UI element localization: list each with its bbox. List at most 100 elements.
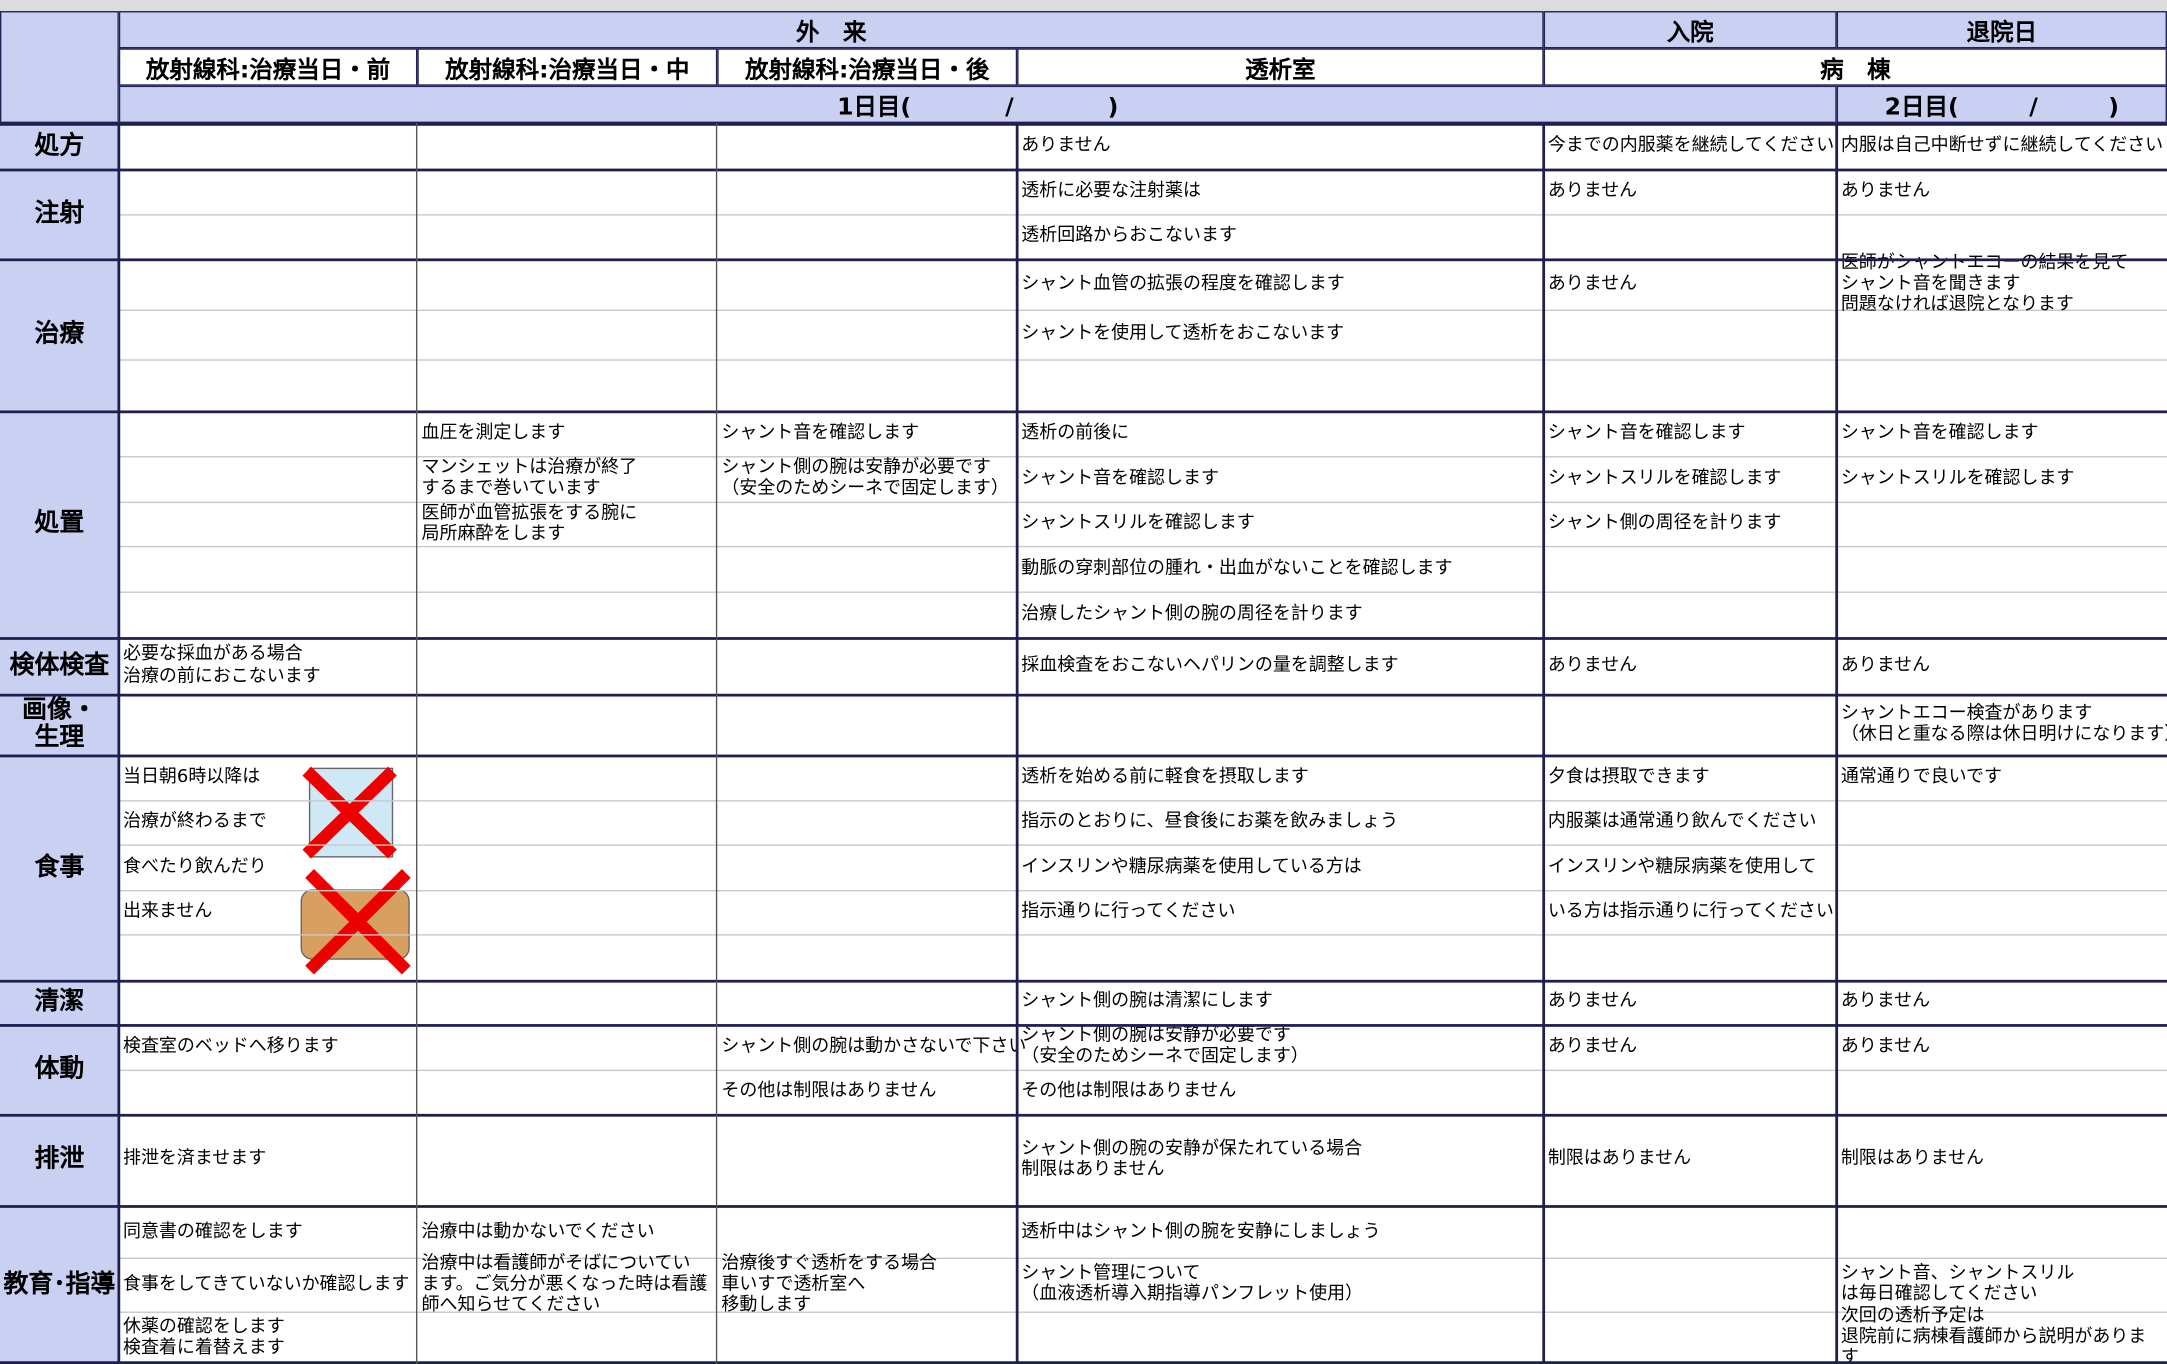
grid-line	[118, 359, 2167, 362]
cell-text: 排泄を済ませます	[122, 1148, 267, 1170]
cell-text: 指示通りに行ってください	[1021, 901, 1236, 923]
cell-text: シャント側の周径を計ります	[1547, 513, 1782, 534]
row-label: 排泄	[0, 1113, 119, 1206]
header-cell: 病 棟	[1543, 48, 2167, 86]
cell-text: 治療中は看護師がそばについてい ます。ご気分が悪くなった時は看護 師へ知らせてく…	[421, 1253, 708, 1316]
cell-text: シャント側の腕は安静が必要です （安全のためシーネで固定します）	[1021, 1025, 1309, 1068]
cell-text: インスリンや糖尿病薬を使用している方は	[1021, 856, 1362, 878]
cell-text: 夕食は摂取できます	[1547, 766, 1710, 788]
row-label: 処方	[0, 122, 119, 169]
cell-text: ありません	[1840, 1036, 1931, 1057]
cell-text: シャントスリルを確認します	[1021, 513, 1255, 534]
no-food-marks	[300, 766, 411, 975]
grid-line	[118, 455, 2167, 458]
header-cell: 外 来	[118, 11, 1544, 49]
cell-text: 治療が終わるまで	[122, 811, 267, 833]
cell-text: 同意書の確認をします	[122, 1221, 303, 1242]
cell-text: ありません	[1547, 180, 1638, 202]
cell-text: 治療後すぐ透析をする場合 車いすで透析室へ 移動します	[721, 1253, 938, 1316]
cell-text: 透析に必要な注射薬は	[1021, 180, 1201, 202]
column-border	[715, 122, 718, 1364]
cell-text: 制限はありません	[1840, 1148, 1985, 1170]
cell-text: インスリンや糖尿病薬を使用して	[1547, 856, 1817, 878]
cell-text: 治療中は動かないでください	[421, 1221, 655, 1242]
grid-line	[118, 844, 2167, 847]
row-label: 清潔	[0, 979, 119, 1025]
cross	[305, 869, 411, 975]
cell-text: 血圧を測定します	[421, 422, 566, 444]
cell-text: 次回の透析予定は 退院前に病棟看護師から説明がありま す	[1840, 1306, 2147, 1364]
column-border	[1542, 122, 1546, 1364]
cell-text: シャント音を確認します	[1547, 422, 1746, 444]
cell-text: シャントスリルを確認します	[1840, 467, 2075, 489]
grid-line	[118, 213, 2167, 215]
cell-text: 透析の前後に	[1021, 422, 1130, 444]
row-label: 注射	[0, 168, 119, 259]
cell-text: 当日朝6時以降は	[122, 766, 261, 788]
row-border	[0, 979, 2167, 983]
row-border	[0, 754, 2167, 758]
cell-text: 必要な採血がある場合 治療の前におこないます	[122, 644, 321, 687]
cell-text: 休薬の確認をします 検査着に着替えます	[122, 1316, 285, 1359]
row-border	[0, 1113, 2167, 1117]
cell-text: 指示のとおりに、昼食後にお薬を飲みましょう	[1021, 811, 1399, 833]
cell-text: シャント側の腕は動かさないで下さい	[721, 1036, 1027, 1057]
cell-text: マンシェットは治療が終了 するまで巻いています	[421, 457, 638, 500]
cell-text: 内服薬は通常通り飲んでください	[1547, 811, 1817, 833]
cell-text: 透析を始める前に軽食を摂取します	[1021, 766, 1309, 788]
row-label: 教育･指導	[0, 1205, 119, 1364]
grid-line	[118, 546, 2167, 548]
cell-text: 採血検査をおこないヘパリンの量を調整します	[1021, 654, 1399, 676]
cell-text: その他は制限はありません	[721, 1080, 937, 1102]
row-label: 画像・ 生理	[0, 693, 119, 755]
row-border	[0, 693, 2167, 697]
column-border	[1015, 122, 1019, 1364]
row-label: 食事	[0, 754, 119, 980]
grid-line	[118, 591, 2167, 594]
cell-text: シャント音を確認します	[721, 422, 920, 444]
header-cell: 1日目( / )	[118, 85, 1837, 123]
row-border	[0, 258, 2167, 262]
cell-text: 食べたり飲んだり	[122, 856, 267, 878]
cell-text: ありません	[1840, 991, 1931, 1013]
row-label: 体動	[0, 1024, 119, 1114]
cell-text: 今までの内服薬を継続してください	[1547, 135, 1835, 157]
row-border	[0, 168, 2167, 172]
cell-text: 制限はありません	[1547, 1148, 1692, 1170]
header-cell: 退院日	[1836, 11, 2167, 49]
column-border	[415, 122, 418, 1364]
row-border	[0, 1361, 2167, 1364]
row-label: 検体検査	[0, 637, 119, 694]
corner-cell	[0, 11, 119, 123]
cell-text: 内服は自己中断せずに継続してください	[1840, 135, 2164, 157]
cell-text: ありません	[1547, 991, 1638, 1013]
row-label: 処置	[0, 410, 119, 638]
cell-text: シャント側の腕の安静が保たれている場合 制限はありません	[1021, 1138, 1363, 1181]
row-border	[0, 122, 2167, 126]
cell-text: 透析回路からおこないます	[1021, 225, 1237, 247]
cell-text: シャント音を確認します	[1840, 422, 2039, 444]
grid-line	[118, 1311, 2167, 1313]
cell-text: その他は制限はありません	[1021, 1080, 1237, 1102]
cell-text: 医師がシャントエコーの結果を見て シャント音を聞きます 問題なければ退院となりま…	[1840, 252, 2129, 316]
cell-text: 医師が血管拡張をする腕に 局所麻酔をします	[421, 502, 638, 545]
cell-text: 治療したシャント側の腕の周径を計ります	[1021, 603, 1363, 625]
cell-text: ありません	[1547, 1036, 1638, 1057]
cell-text: 検査室のベッドへ移ります	[122, 1036, 339, 1057]
top-strip	[0, 0, 2167, 12]
cell-text: いる方は指示通りに行ってください	[1547, 901, 1834, 923]
row-border	[0, 410, 2167, 414]
header-cell: 放射線科:治療当日・後	[717, 48, 1018, 86]
cell-text: シャント血管の拡張の程度を確認します	[1021, 273, 1345, 294]
cell-text: シャント側の腕は清潔にします	[1021, 991, 1273, 1013]
grid-line	[118, 934, 2167, 937]
column-border	[117, 122, 121, 1364]
header-cell: 入院	[1543, 11, 1837, 49]
column-border	[1835, 122, 1839, 1364]
cell-text: シャント音、シャントスリル は毎日確認してください	[1840, 1263, 2075, 1306]
cell-text: ありません	[1547, 273, 1638, 294]
cell-text: シャント側の腕は安静が必要です （安全のためシーネで固定します）	[721, 457, 1009, 500]
cross	[302, 766, 397, 859]
header-cell: 放射線科:治療当日・中	[417, 48, 718, 86]
cell-text: 出来ません	[122, 901, 213, 923]
